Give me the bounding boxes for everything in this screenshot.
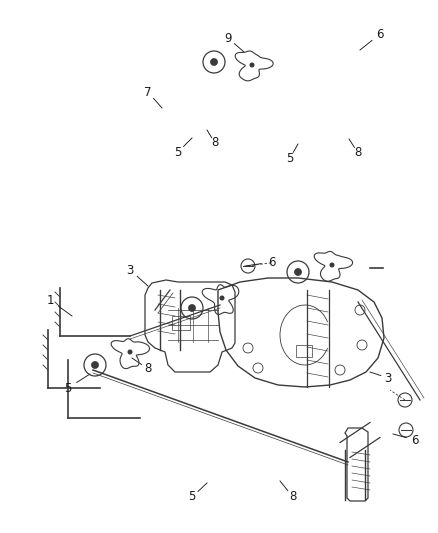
Text: 8: 8 <box>354 147 362 159</box>
Circle shape <box>127 350 133 354</box>
Text: 5: 5 <box>286 151 294 165</box>
Text: 5: 5 <box>188 490 196 504</box>
Text: 3: 3 <box>384 372 392 384</box>
Text: 8: 8 <box>290 490 297 504</box>
Circle shape <box>294 269 301 276</box>
Text: 7: 7 <box>144 85 152 99</box>
Text: 3: 3 <box>126 263 134 277</box>
Circle shape <box>188 304 195 311</box>
Bar <box>172 316 190 330</box>
Text: 6: 6 <box>268 255 276 269</box>
Circle shape <box>250 62 254 68</box>
Text: 5: 5 <box>64 382 72 394</box>
Bar <box>296 345 312 357</box>
Text: 5: 5 <box>174 146 182 158</box>
Text: 8: 8 <box>144 362 152 376</box>
Text: 9: 9 <box>224 31 232 44</box>
Circle shape <box>329 262 335 268</box>
Text: 8: 8 <box>211 136 219 149</box>
Circle shape <box>211 59 218 66</box>
Circle shape <box>92 361 99 368</box>
Text: 1: 1 <box>46 294 54 306</box>
Text: 6: 6 <box>411 433 419 447</box>
Text: 6: 6 <box>376 28 384 41</box>
Circle shape <box>219 295 225 301</box>
